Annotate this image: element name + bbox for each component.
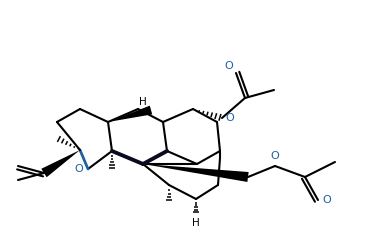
Text: O: O (224, 61, 233, 71)
Text: O: O (271, 151, 280, 161)
Text: O: O (74, 164, 83, 174)
Polygon shape (143, 164, 249, 182)
Text: H: H (139, 97, 147, 107)
Polygon shape (108, 106, 152, 122)
Polygon shape (41, 150, 80, 177)
Text: H: H (192, 218, 200, 228)
Text: O: O (322, 195, 331, 205)
Text: O: O (225, 113, 234, 123)
